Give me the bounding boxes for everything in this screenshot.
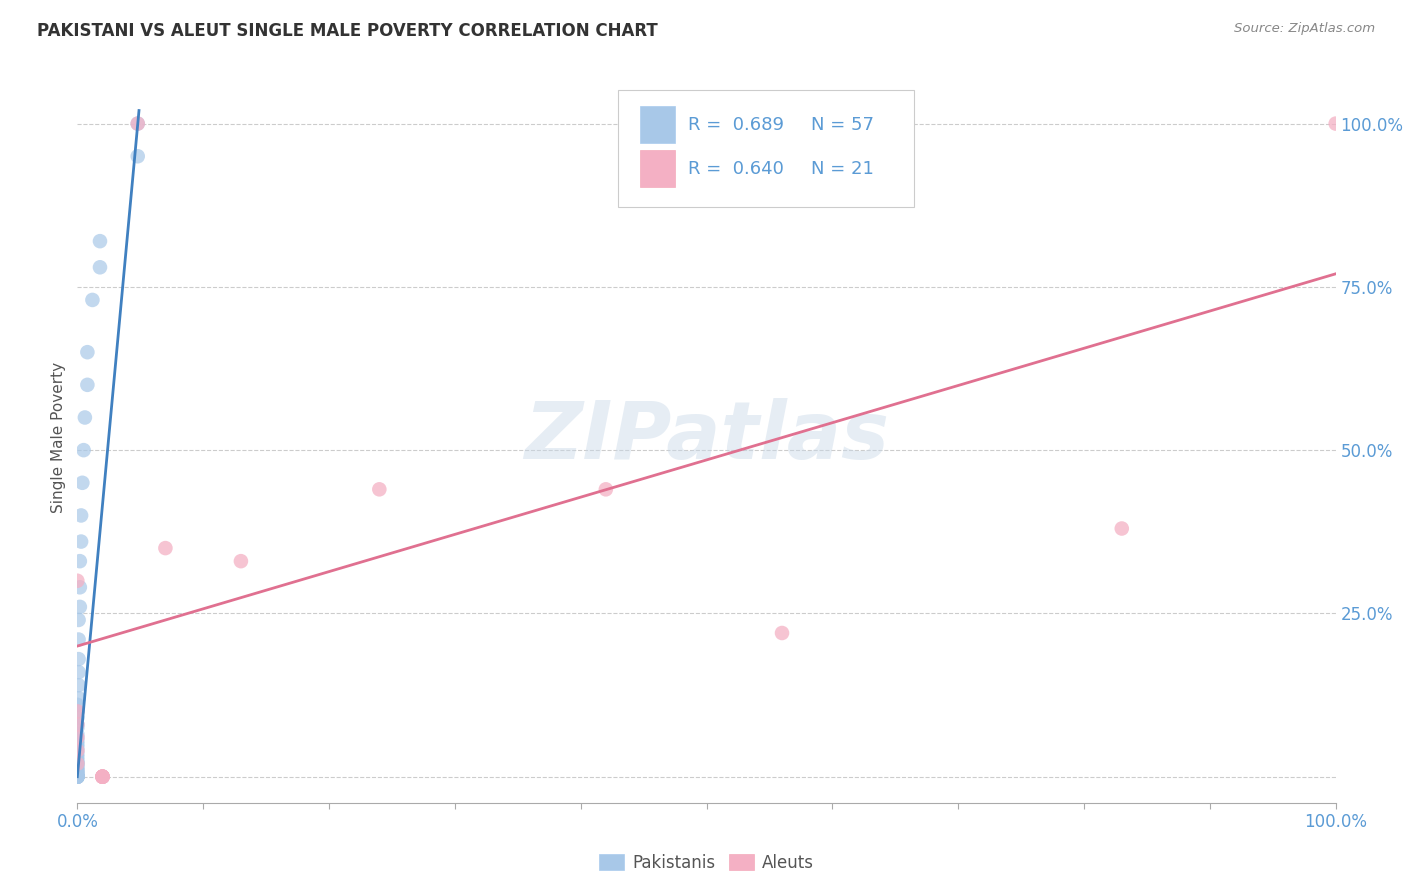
Point: [91, 770, 114, 784]
Point: [91, 770, 114, 784]
Point: [69, 599, 91, 614]
Point: [66, 737, 89, 751]
Y-axis label: Single Male Poverty: Single Male Poverty: [51, 361, 66, 513]
Point: [66, 743, 89, 757]
Point: [66, 770, 89, 784]
FancyBboxPatch shape: [619, 90, 914, 207]
Text: N = 57: N = 57: [811, 116, 875, 134]
Point: [66, 770, 89, 784]
Point: [66, 717, 89, 731]
Point: [73, 410, 96, 425]
Text: N = 21: N = 21: [811, 160, 875, 178]
Point: [770, 626, 793, 640]
Point: [66, 733, 89, 747]
Point: [66, 731, 89, 745]
Point: [66, 764, 89, 779]
Point: [66, 768, 89, 782]
Point: [66, 753, 89, 767]
Point: [66, 762, 89, 776]
Legend: Pakistanis, Aleuts: Pakistanis, Aleuts: [592, 847, 821, 879]
Point: [91, 770, 114, 784]
Point: [66, 758, 89, 772]
Text: R =  0.689: R = 0.689: [688, 116, 783, 134]
Point: [66, 770, 89, 784]
Point: [66, 727, 89, 741]
Point: [91, 770, 114, 784]
Point: [127, 117, 149, 131]
Point: [91, 770, 114, 784]
Point: [67, 652, 90, 666]
Point: [72, 443, 94, 458]
Point: [127, 117, 149, 131]
Point: [368, 483, 391, 497]
Point: [66, 705, 89, 719]
Point: [66, 770, 89, 784]
Bar: [640, 151, 675, 187]
Text: PAKISTANI VS ALEUT SINGLE MALE POVERTY CORRELATION CHART: PAKISTANI VS ALEUT SINGLE MALE POVERTY C…: [37, 22, 658, 40]
Point: [66, 705, 89, 719]
Point: [66, 760, 89, 774]
Point: [67, 613, 90, 627]
Point: [66, 756, 89, 771]
Point: [89, 260, 111, 275]
Point: [66, 750, 89, 764]
Point: [66, 768, 89, 782]
Point: [66, 756, 89, 771]
Point: [66, 770, 89, 784]
Point: [66, 731, 89, 745]
Bar: [640, 106, 675, 143]
Point: [82, 293, 104, 307]
Point: [66, 770, 89, 784]
Point: [66, 766, 89, 780]
Point: [66, 770, 89, 784]
Point: [595, 483, 617, 497]
Point: [67, 691, 90, 706]
Point: [66, 770, 89, 784]
Point: [67, 632, 90, 647]
Point: [66, 743, 89, 757]
Point: [66, 763, 89, 777]
Point: [72, 475, 94, 490]
Point: [89, 234, 111, 248]
Point: [66, 717, 89, 731]
Point: [155, 541, 177, 555]
Text: R =  0.640: R = 0.640: [688, 160, 783, 178]
Point: [1324, 117, 1347, 131]
Point: [66, 721, 89, 735]
Text: Source: ZipAtlas.com: Source: ZipAtlas.com: [1234, 22, 1375, 36]
Point: [66, 698, 89, 712]
Point: [70, 534, 93, 549]
Point: [66, 574, 89, 588]
Point: [127, 149, 149, 163]
Point: [1111, 521, 1133, 535]
Point: [76, 377, 98, 392]
Point: [69, 554, 91, 568]
Point: [91, 770, 114, 784]
Point: [91, 770, 114, 784]
Point: [66, 740, 89, 755]
Point: [70, 508, 93, 523]
Point: [66, 756, 89, 770]
Point: [67, 678, 90, 692]
Text: ZIPatlas: ZIPatlas: [524, 398, 889, 476]
Point: [76, 345, 98, 359]
Point: [67, 665, 90, 680]
Point: [66, 770, 89, 784]
Point: [66, 711, 89, 725]
Point: [66, 770, 89, 784]
Point: [229, 554, 252, 568]
Point: [66, 747, 89, 761]
Point: [69, 580, 91, 594]
Point: [66, 770, 89, 784]
Point: [66, 765, 89, 780]
